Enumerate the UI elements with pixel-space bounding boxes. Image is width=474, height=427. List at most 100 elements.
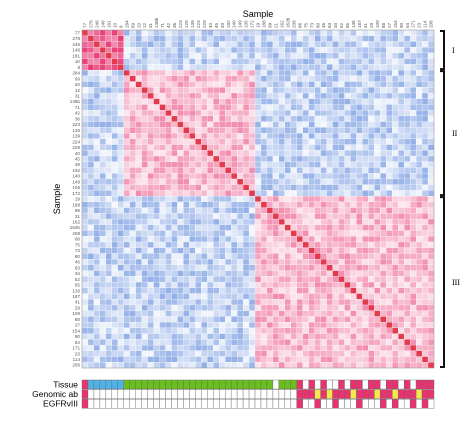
heatmap-cell [398,196,405,203]
heatmap-cell [272,293,280,300]
heatmap-cell [421,75,429,82]
heatmap-cell [380,322,387,329]
heatmap-cell [421,132,429,140]
heatmap-cell [404,304,411,311]
y-tick-label: 8 [77,65,80,70]
heatmap-cell [421,333,429,340]
heatmap-cell [362,58,369,65]
heatmap-cell [135,293,142,300]
heatmap-cell [380,356,387,363]
heatmap-cell [338,287,345,294]
heatmap-cell [87,276,95,283]
heatmap-cell [404,270,411,277]
heatmap-cell [296,75,303,82]
heatmap-cell [183,196,190,203]
heatmap-cell [242,58,250,65]
heatmap-cell [362,201,369,208]
heatmap-cell [272,276,280,283]
heatmap-cell [386,259,393,266]
heatmap-cell [231,259,238,266]
heatmap-cell [171,276,178,283]
heatmap-cell [386,241,393,248]
heatmap-cell [380,58,387,65]
heatmap-cell [171,196,178,203]
heatmap-cell [320,127,327,134]
heatmap-cell [302,218,309,225]
heatmap-cell [260,104,268,111]
x-tick-label: 136 [351,20,356,28]
heatmap-cell [207,322,214,329]
heatmap-cell [105,218,113,225]
heatmap-cell [141,304,148,311]
heatmap-cell [296,69,303,77]
heatmap-cell [284,167,291,174]
heatmap-cell [159,264,166,271]
heatmap-cell [421,41,429,48]
heatmap-cell [392,304,399,311]
heatmap-cell [153,87,160,94]
heatmap-cell [350,35,357,42]
y-tick-label: 75 [75,242,81,247]
y-tick-label: 284 [72,71,80,76]
heatmap-cell [219,259,226,266]
heatmap-cell [326,144,333,151]
heatmap-cell [410,161,417,168]
heatmap-cell [427,127,435,134]
heatmap-cell [147,201,154,208]
heatmap-cell [344,190,351,197]
heatmap-cell [326,356,333,363]
heatmap-cell [278,253,286,260]
heatmap-cell [350,316,357,323]
heatmap-cell [105,207,113,214]
heatmap-cell [93,287,101,294]
heatmap-cell [236,339,244,346]
annotation-cell [296,389,303,399]
heatmap-cell [153,115,160,122]
heatmap-cell [242,218,250,225]
heatmap-cell [87,121,95,128]
heatmap-cell [338,132,345,140]
heatmap-cell [427,69,435,77]
heatmap-cell [231,322,238,329]
heatmap-cell [248,270,256,277]
heatmap-cell [248,173,256,180]
heatmap-cell [153,322,160,329]
x-tick-label: 187 [357,20,362,28]
heatmap-cell [278,115,286,122]
heatmap-cell [87,322,95,329]
x-tick-label: 223 [178,20,183,28]
y-tick-label: 63 [75,265,81,270]
heatmap-cell [147,293,154,300]
x-tick-label: 162 [279,20,284,28]
heatmap-cell [248,178,256,185]
heatmap-cell [213,344,220,351]
heatmap-cell [302,98,309,105]
heatmap-cell [189,327,196,334]
heatmap-cell [207,92,214,99]
heatmap-cell [242,293,250,300]
heatmap-cell [195,75,202,82]
heatmap-cell [195,236,202,243]
heatmap-cell [398,293,405,300]
heatmap-cell [111,64,118,71]
heatmap-cell [111,310,118,317]
heatmap-cell [248,310,256,317]
heatmap-cell [356,356,363,363]
heatmap-cell [398,75,405,82]
heatmap-cell [266,362,274,369]
heatmap-cell [219,104,226,111]
heatmap-cell [99,138,107,145]
heatmap-cell [278,241,286,248]
heatmap-cell [415,344,423,351]
heatmap-cell [260,327,268,334]
heatmap-cell [129,299,136,306]
heatmap-cell [415,259,423,266]
heatmap-cell [201,299,208,306]
heatmap-cell [404,344,411,351]
heatmap-cell [350,75,357,82]
heatmap-cell [183,230,190,237]
heatmap-cell [386,69,393,77]
heatmap-cell [374,144,381,151]
heatmap-cell [392,293,399,300]
heatmap-cell [123,322,130,329]
